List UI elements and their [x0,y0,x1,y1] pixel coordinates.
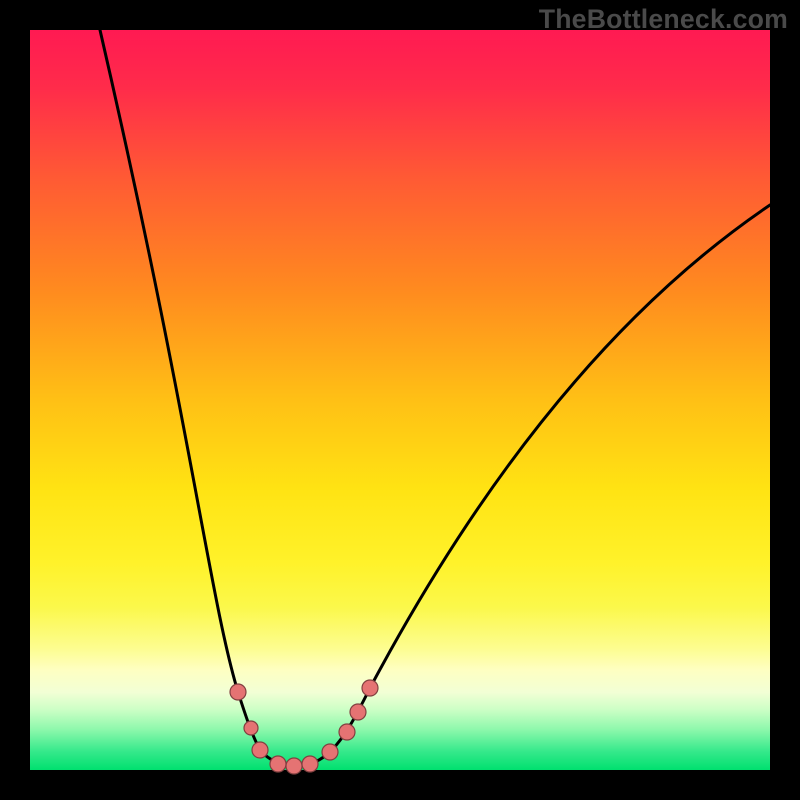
curve-marker [252,742,268,758]
curve-marker [270,756,286,772]
curve-marker [350,704,366,720]
watermark-label: TheBottleneck.com [539,4,788,35]
curve-marker [302,756,318,772]
curve-marker [244,721,258,735]
curve-marker [230,684,246,700]
plot-background [30,30,770,770]
curve-marker [339,724,355,740]
curve-marker [362,680,378,696]
bottleneck-curve-chart [0,0,800,800]
curve-marker [286,758,302,774]
chart-stage: TheBottleneck.com [0,0,800,800]
curve-marker [322,744,338,760]
